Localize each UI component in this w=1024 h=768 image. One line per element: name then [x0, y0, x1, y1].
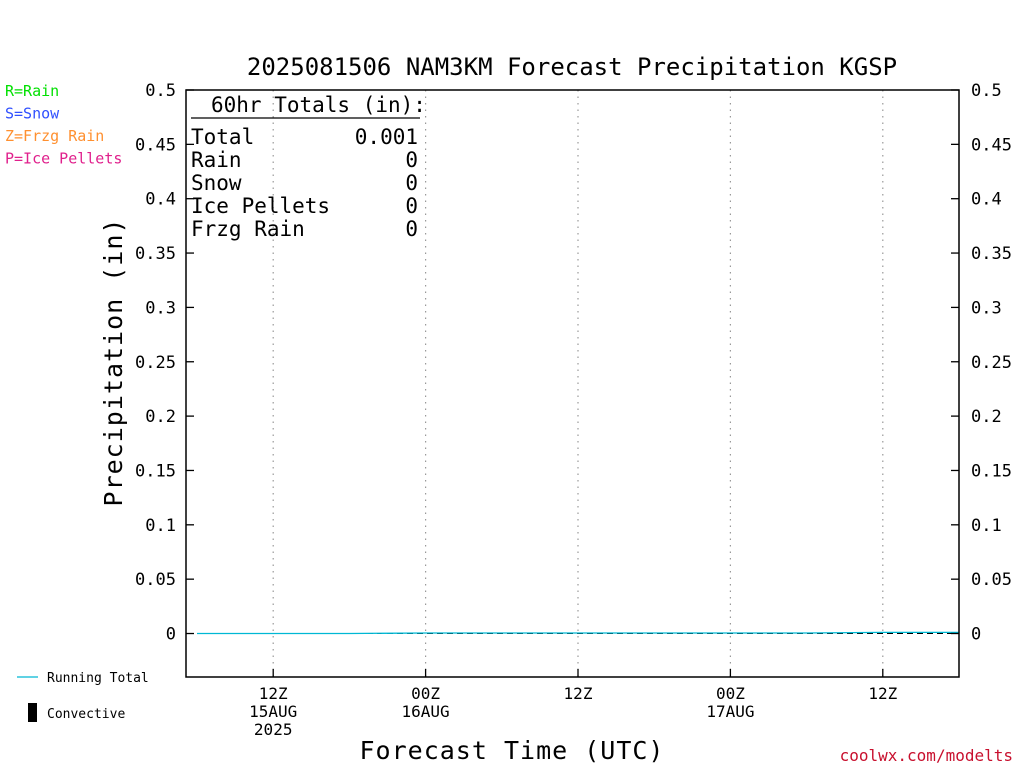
y-tick-label-right-9: 0.45 — [971, 135, 1012, 155]
y-tick-label-right-4: 0.2 — [971, 407, 1002, 427]
y-tick-label-left-10: 0.5 — [145, 81, 176, 101]
type-legend-2: Z=Frzg Rain — [5, 127, 104, 145]
totals-value-2: 0 — [405, 171, 418, 195]
type-legend-3: P=Ice Pellets — [5, 150, 122, 168]
type-legend-0: R=Rain — [5, 82, 59, 100]
y-tick-label-left-6: 0.3 — [145, 298, 176, 318]
x-tick-label-4-0: 12Z — [868, 684, 897, 703]
totals-label-0: Total — [191, 125, 254, 149]
y-tick-label-left-8: 0.4 — [145, 190, 176, 210]
x-tick-label-1-0: 00Z — [411, 684, 440, 703]
type-legend-1: S=Snow — [5, 105, 60, 123]
totals-label-4: Frzg Rain — [191, 217, 305, 241]
totals-value-3: 0 — [405, 194, 418, 218]
x-tick-label-2-0: 12Z — [564, 684, 593, 703]
x-tick-label-0-2: 2025 — [254, 720, 293, 739]
y-axis-right: 0 0.05 0.1 0.15 0.2 0.25 0.3 0.35 0.4 0.45 0.5 — [951, 81, 1012, 645]
y-tick-label-right-3: 0.15 — [971, 461, 1012, 481]
y-tick-label-right-6: 0.3 — [971, 298, 1002, 318]
y-tick-label-left-7: 0.35 — [135, 244, 176, 264]
y-tick-label-left-4: 0.2 — [145, 407, 176, 427]
y-tick-label-right-1: 0.05 — [971, 570, 1012, 590]
precip-type-legend: R=Rain S=Snow Z=Frzg Rain P=Ice Pellets — [5, 82, 122, 168]
y-tick-label-right-7: 0.35 — [971, 244, 1012, 264]
y-tick-label-left-9: 0.45 — [135, 135, 176, 155]
x-tick-label-1-1: 16AUG — [402, 702, 450, 721]
series-line-0 — [197, 631, 959, 635]
totals-value-0: 0.001 — [355, 125, 418, 149]
x-tick-label-0-0: 12Z — [259, 684, 288, 703]
convective-swatch — [28, 703, 37, 722]
y-tick-label-right-10: 0.5 — [971, 81, 1002, 101]
y-tick-label-right-5: 0.25 — [971, 353, 1012, 373]
chart-title: 2025081506 NAM3KM Forecast Precipitation… — [247, 53, 897, 81]
y-tick-label-left-5: 0.25 — [135, 353, 176, 373]
y-tick-label-left-1: 0.05 — [135, 570, 176, 590]
running-total-label: Running Total — [47, 671, 149, 686]
plot-frame — [185, 89, 960, 678]
y-tick-label-left-3: 0.15 — [135, 461, 176, 481]
grid-layer — [272, 90, 884, 677]
convective-label: Convective — [47, 707, 125, 722]
x-tick-label-3-1: 17AUG — [706, 702, 754, 721]
totals-header: 60hr Totals (in): — [211, 93, 426, 117]
totals-box: 60hr Totals (in): Total 0.001 Rain 0 Snow 0 Ic… — [191, 93, 426, 241]
x-tick-label-3-0: 00Z — [716, 684, 745, 703]
y-tick-label-left-2: 0.1 — [145, 516, 176, 536]
totals-label-3: Ice Pellets — [191, 194, 330, 218]
credit-text: coolwx.com/modelts — [840, 746, 1013, 765]
y-tick-label-left-0: 0 — [166, 625, 176, 645]
totals-label-1: Rain — [191, 148, 242, 172]
series-layer — [197, 631, 959, 635]
totals-value-1: 0 — [405, 148, 418, 172]
y-tick-label-right-2: 0.1 — [971, 516, 1002, 536]
y-tick-label-right-8: 0.4 — [971, 190, 1002, 210]
y-axis-left: 0 0.05 0.1 0.15 0.2 0.25 0.3 0.35 0.4 0.45 0.5 — [135, 81, 194, 645]
x-tick-label-0-1: 15AUG — [249, 702, 297, 721]
x-axis-title: Forecast Time (UTC) — [360, 736, 665, 765]
totals-value-4: 0 — [405, 217, 418, 241]
bottom-legend: Running Total Convective — [17, 671, 149, 722]
totals-label-2: Snow — [191, 171, 242, 195]
y-axis-title: Precipitation (in) — [99, 218, 128, 507]
y-tick-label-right-0: 0 — [971, 625, 981, 645]
